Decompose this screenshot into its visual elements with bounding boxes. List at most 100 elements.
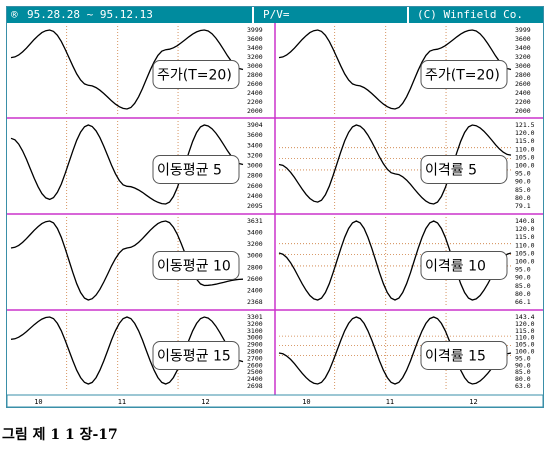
series-line bbox=[10, 316, 244, 385]
y-tick-label: 3904 bbox=[247, 121, 263, 129]
y-tick-label: 3400 bbox=[247, 44, 263, 52]
y-tick-label: 115.0 bbox=[515, 137, 535, 145]
y-tick-label: 3400 bbox=[515, 44, 531, 52]
series-line bbox=[278, 316, 512, 385]
header-divider bbox=[252, 7, 254, 23]
x-tick-label: 11 bbox=[386, 398, 394, 406]
y-tick-label: 3200 bbox=[247, 53, 263, 61]
y-tick-label: 2800 bbox=[247, 172, 263, 180]
chart-svg: 3999360034003200300028002600240022002000… bbox=[6, 23, 544, 408]
y-tick-label: 3999 bbox=[515, 26, 531, 34]
y-tick-label: 2000 bbox=[515, 107, 531, 115]
x-tick-label: 10 bbox=[302, 398, 310, 406]
y-tick-label: 63.0 bbox=[515, 382, 531, 390]
figure-caption: 그림 제 1 1 장-17 bbox=[2, 427, 118, 443]
y-tick-label: 2800 bbox=[247, 71, 263, 79]
y-tick-label: 95.0 bbox=[515, 170, 531, 178]
y-tick-label: 110.0 bbox=[515, 241, 535, 249]
y-tick-label: 90.0 bbox=[515, 178, 531, 186]
y-tick-label: 3999 bbox=[247, 26, 263, 34]
y-tick-label: 2800 bbox=[515, 71, 531, 79]
y-tick-label: 90.0 bbox=[515, 274, 531, 282]
indicator-label: P/V= bbox=[263, 8, 290, 21]
series-line bbox=[278, 124, 512, 205]
logo-icon: ® bbox=[11, 8, 18, 21]
x-axis-bar bbox=[6, 394, 544, 408]
chart-window: ® 95.28.28 ~ 95.12.13 P/V= (C) Winfield … bbox=[6, 6, 544, 408]
panel-label-box bbox=[420, 341, 508, 370]
y-tick-label: 2800 bbox=[247, 263, 263, 271]
copyright: (C) Winfield Co. bbox=[417, 8, 523, 21]
y-tick-label: 120.0 bbox=[515, 320, 535, 328]
y-tick-label: 140.8 bbox=[515, 217, 535, 225]
y-tick-label: 2700 bbox=[247, 354, 263, 362]
y-tick-label: 3000 bbox=[515, 62, 531, 70]
y-tick-label: 3301 bbox=[247, 313, 263, 321]
y-tick-label: 110.0 bbox=[515, 334, 535, 342]
y-tick-label: 2095 bbox=[247, 202, 263, 210]
y-tick-label: 2400 bbox=[247, 375, 263, 383]
y-tick-label: 3200 bbox=[247, 151, 263, 159]
y-tick-label: 2200 bbox=[515, 98, 531, 106]
panel-label-box bbox=[152, 155, 240, 184]
y-tick-label: 95.0 bbox=[515, 266, 531, 274]
y-tick-label: 2400 bbox=[247, 192, 263, 200]
y-tick-label: 100.0 bbox=[515, 348, 535, 356]
y-tick-label: 3600 bbox=[247, 35, 263, 43]
x-tick-label: 12 bbox=[469, 398, 477, 406]
y-tick-label: 100.0 bbox=[515, 162, 535, 170]
y-tick-label: 110.0 bbox=[515, 145, 535, 153]
y-tick-label: 105.0 bbox=[515, 249, 535, 257]
y-tick-label: 2600 bbox=[247, 361, 263, 369]
y-tick-label: 105.0 bbox=[515, 153, 535, 161]
y-tick-label: 120.0 bbox=[515, 129, 535, 137]
y-tick-label: 3000 bbox=[247, 334, 263, 342]
y-tick-label: 3400 bbox=[247, 229, 263, 237]
series-line bbox=[278, 220, 512, 301]
y-tick-label: 115.0 bbox=[515, 233, 535, 241]
chart-grid: 3999 3600 3400 3200 3000 2800 2600 2400 2200 2000… bbox=[6, 23, 544, 408]
panel-label-box bbox=[420, 155, 508, 184]
header-divider bbox=[407, 7, 409, 23]
y-tick-label: 2400 bbox=[247, 89, 263, 97]
y-tick-label: 3200 bbox=[515, 53, 531, 61]
panel-label-box bbox=[152, 60, 240, 89]
y-tick-label: 2600 bbox=[247, 275, 263, 283]
y-tick-label: 3200 bbox=[247, 320, 263, 328]
y-tick-label: 2698 bbox=[247, 382, 263, 390]
x-tick-label: 11 bbox=[118, 398, 126, 406]
y-tick-label: 115.0 bbox=[515, 327, 535, 335]
y-tick-label: 2600 bbox=[247, 182, 263, 190]
panel-label-box bbox=[420, 60, 508, 89]
y-tick-label: 3000 bbox=[247, 252, 263, 260]
panel-label: 이격률 15 bbox=[425, 349, 486, 365]
y-tick-label: 2600 bbox=[515, 80, 531, 88]
y-tick-label: 80.0 bbox=[515, 194, 531, 202]
y-tick-label: 3200 bbox=[247, 240, 263, 248]
y-tick-label: 105.0 bbox=[515, 341, 535, 349]
y-tick-label: 143.4 bbox=[515, 313, 535, 321]
panel-label: 이동평균 15 bbox=[157, 349, 231, 365]
y-tick-label: 79.1 bbox=[515, 202, 531, 210]
y-tick-label: 2368 bbox=[247, 298, 263, 306]
y-tick-label: 2200 bbox=[247, 98, 263, 106]
y-tick-label: 3100 bbox=[247, 327, 263, 335]
panel-label-box bbox=[152, 251, 240, 280]
y-tick-label: 85.0 bbox=[515, 186, 531, 194]
y-tick-label: 2500 bbox=[247, 368, 263, 376]
x-tick-label: 12 bbox=[201, 398, 209, 406]
y-tick-label: 90.0 bbox=[515, 361, 531, 369]
y-tick-label: 2400 bbox=[247, 286, 263, 294]
y-tick-label: 85.0 bbox=[515, 368, 531, 376]
y-tick-label: 2400 bbox=[515, 89, 531, 97]
panel-label: 이동평균 10 bbox=[157, 259, 231, 275]
panel-label: 이격률 10 bbox=[425, 259, 486, 275]
series-line bbox=[278, 29, 512, 110]
y-tick-label: 3600 bbox=[247, 131, 263, 139]
panel-label: 주가(T=20) bbox=[425, 68, 500, 84]
y-tick-label: 3000 bbox=[247, 162, 263, 170]
y-tick-label: 2000 bbox=[247, 107, 263, 115]
panel-label: 이격률 5 bbox=[425, 163, 477, 179]
x-tick-label: 10 bbox=[34, 398, 42, 406]
panel-label: 이동평균 5 bbox=[157, 163, 222, 179]
